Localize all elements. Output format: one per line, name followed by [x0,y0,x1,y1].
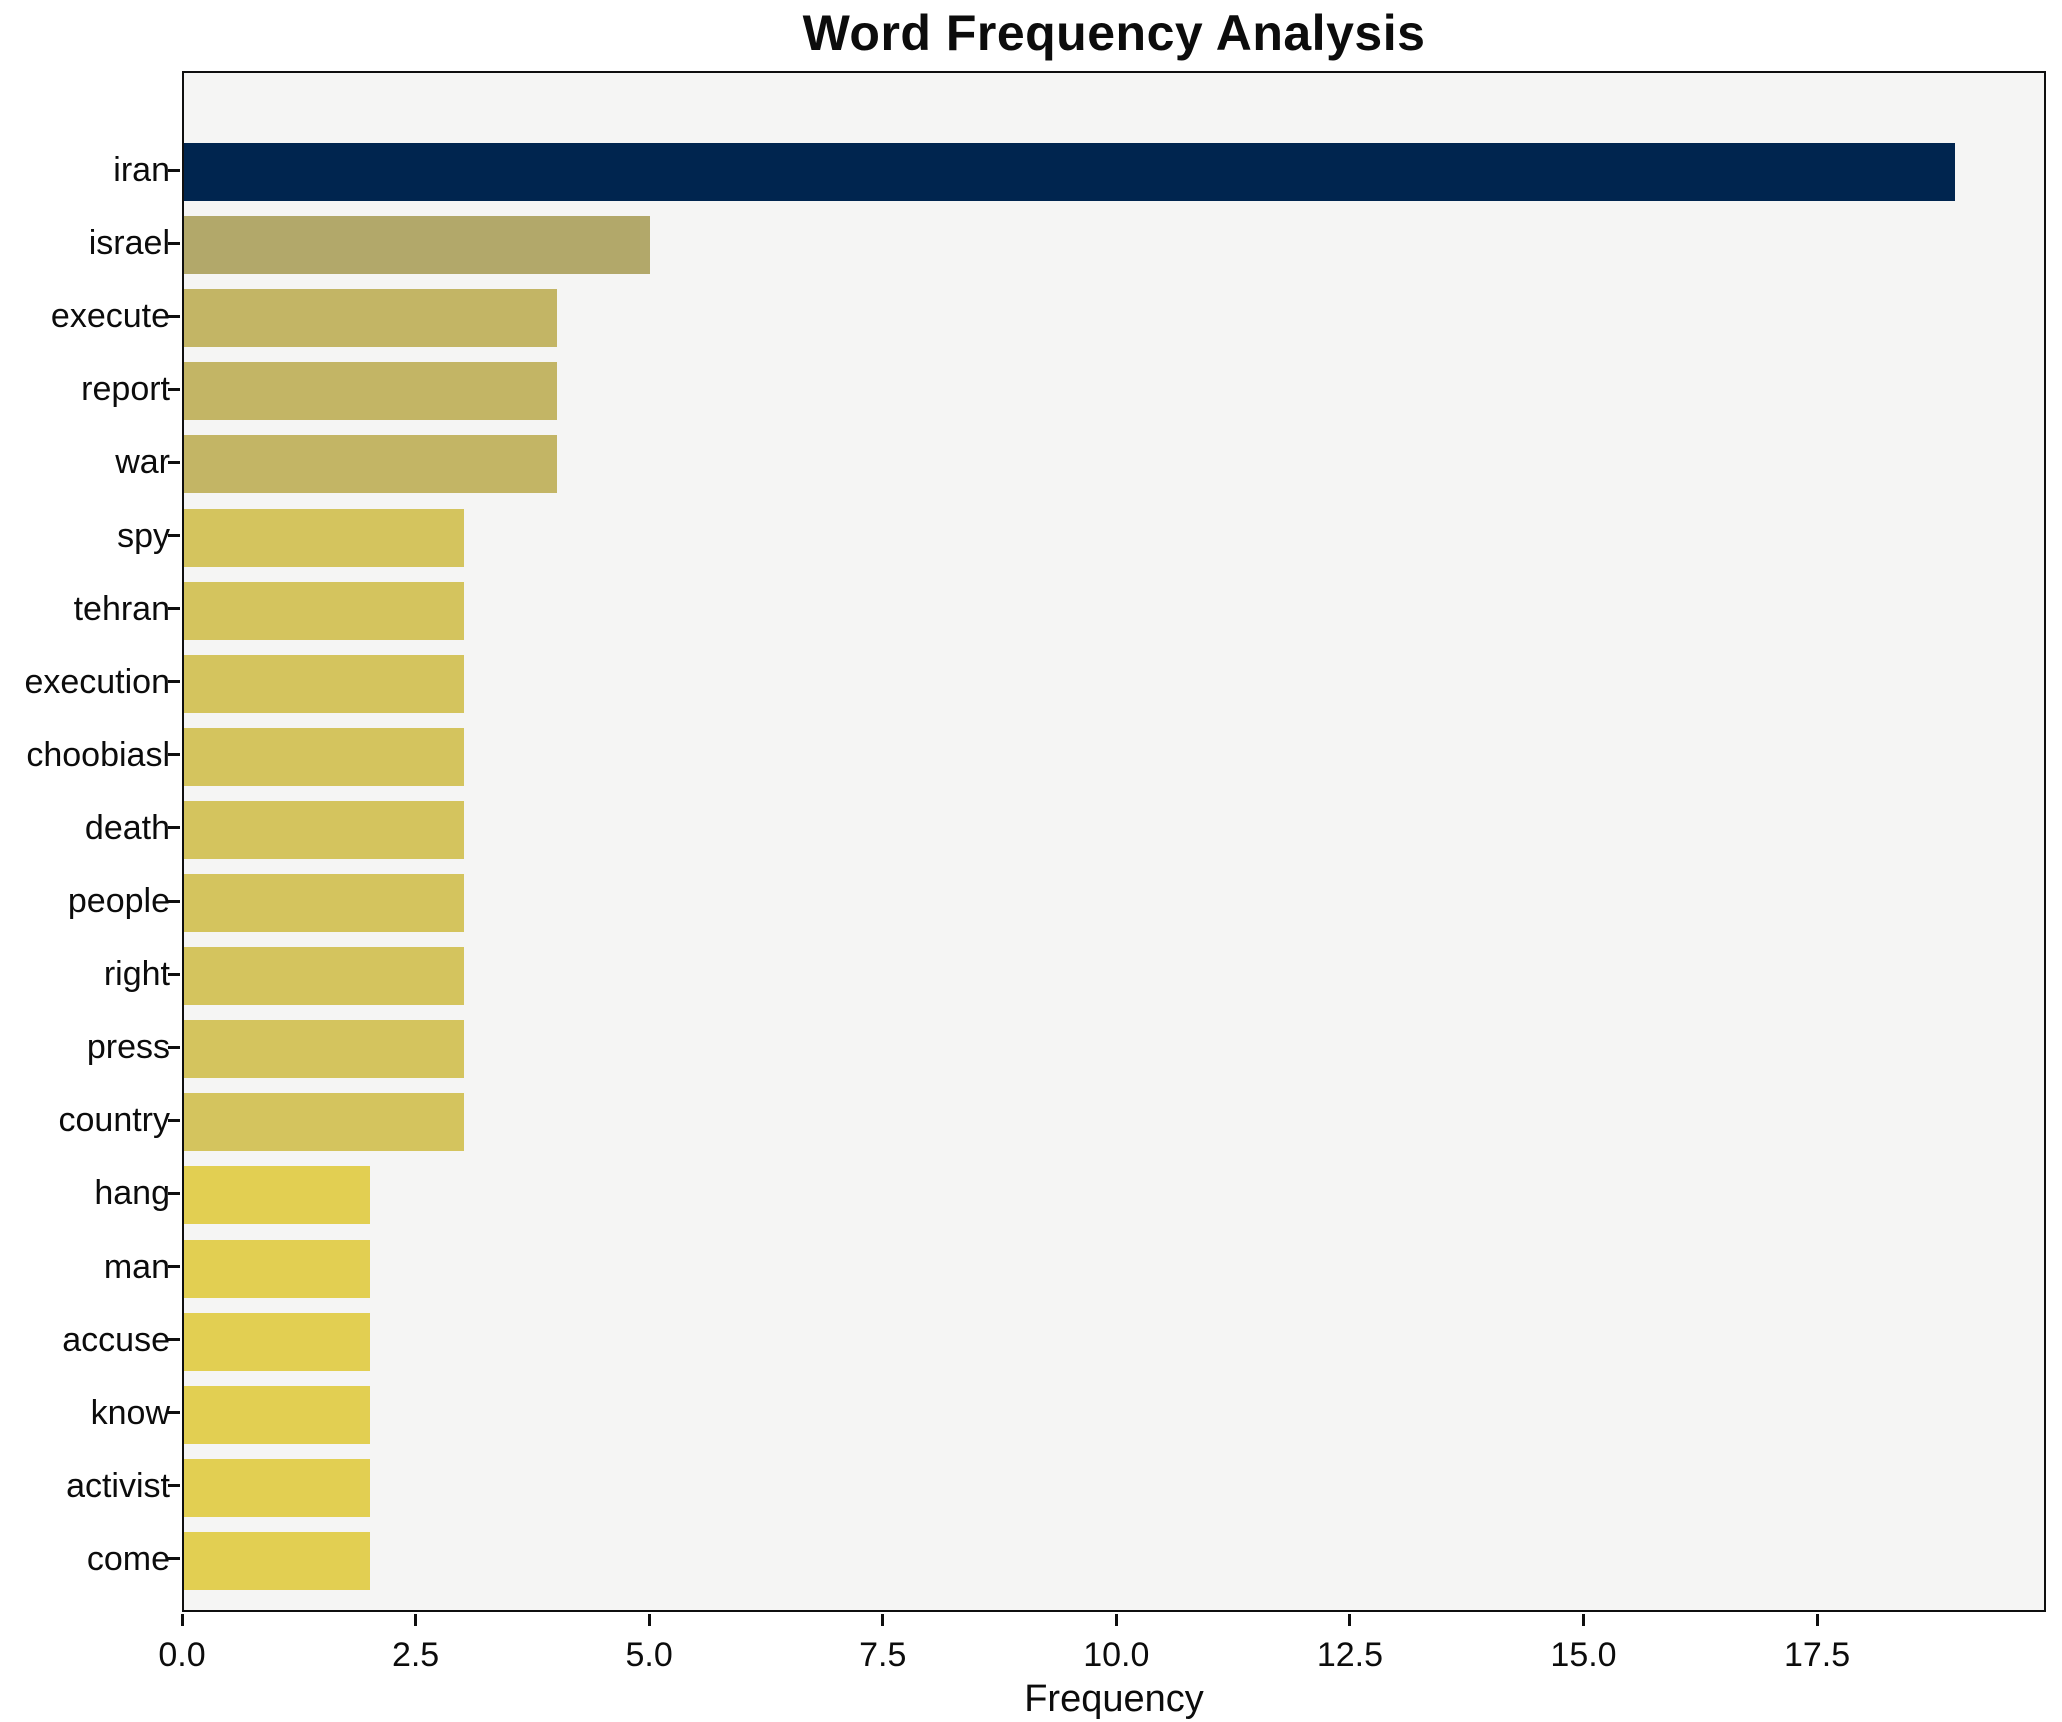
plot-area [182,71,2046,1612]
y-tick-label-choobiasl: choobiasl [26,735,170,774]
bar-execute [184,289,557,348]
x-tick-label-7.5: 7.5 [859,1636,907,1674]
x-tick-mark [881,1614,885,1626]
y-tick-label-death: death [84,808,170,847]
bar-right [184,947,464,1006]
x-tick-mark [414,1614,418,1626]
y-tick-label-report: report [81,370,170,409]
y-tick-label-man: man [103,1247,170,1286]
y-tick-mark [168,1411,180,1415]
y-tick-mark [168,241,180,245]
bar-press [184,1020,464,1079]
x-tick-label-2.5: 2.5 [391,1636,440,1674]
y-tick-mark [168,314,180,318]
bar-spy [184,508,464,567]
y-tick-mark [168,1045,180,1049]
y-tick-mark [168,899,180,903]
y-tick-label-iran: iran [113,151,170,189]
bar-iran [184,143,1956,201]
y-tick-mark [168,753,180,757]
y-tick-mark [168,460,180,464]
bar-choobiasl [184,727,464,786]
bar-activist [184,1458,371,1517]
x-tick-label-5.0: 5.0 [625,1636,673,1674]
bar-come [184,1531,371,1590]
x-tick-label-0.0: 0.0 [158,1636,206,1674]
bar-accuse [184,1312,371,1371]
bar-tehran [184,581,464,640]
x-tick-mark [1815,1614,1819,1626]
y-tick-mark [168,168,180,172]
y-tick-mark [168,1191,180,1195]
y-tick-label-war: war [115,443,170,482]
x-tick-mark [1348,1614,1352,1626]
y-tick-mark [168,1557,180,1561]
y-tick-mark [168,534,180,537]
bar-man [184,1239,371,1298]
x-tick-label-17.5: 17.5 [1783,1636,1851,1674]
y-tick-mark [168,607,180,611]
bar-war [184,435,557,494]
y-tick-label-press: press [86,1028,170,1067]
y-tick-label-know: know [90,1393,170,1432]
x-tick-mark [1582,1614,1585,1626]
bar-know [184,1385,371,1444]
y-tick-label-execution: execution [24,662,170,701]
y-tick-mark [168,1265,180,1268]
y-tick-label-activist: activist [66,1466,170,1505]
bar-people [184,874,464,932]
x-tick-label-10.0: 10.0 [1083,1636,1150,1674]
bar-hang [184,1166,371,1225]
y-tick-label-spy: spy [117,516,170,555]
y-tick-label-accuse: accuse [62,1320,170,1359]
x-tick-mark [1114,1614,1118,1626]
bar-report [184,362,557,421]
y-tick-label-execute: execute [50,297,170,336]
bar-israel [184,216,651,275]
y-tick-mark [168,1338,180,1342]
y-tick-mark [168,826,180,830]
y-tick-label-right: right [103,955,170,994]
y-tick-mark [168,387,180,391]
y-tick-label-people: people [67,882,170,920]
x-axis-label: Frequency [1024,1678,1204,1720]
y-tick-label-tehran: tehran [73,589,170,628]
y-tick-label-hang: hang [94,1174,170,1213]
x-tick-mark [647,1614,651,1626]
y-tick-mark [168,972,180,976]
y-tick-label-israel: israel [88,224,170,263]
bar-death [184,800,464,859]
x-tick-label-12.5: 12.5 [1316,1636,1383,1674]
x-tick-label-15.0: 15.0 [1550,1636,1617,1674]
bar-country [184,1093,464,1152]
y-tick-mark [168,1484,180,1488]
y-tick-mark [168,1118,180,1122]
y-tick-mark [168,680,180,684]
y-tick-label-country: country [58,1101,171,1140]
bar-execution [184,654,464,713]
chart-title: Word Frequency Analysis [802,5,1426,61]
x-tick-mark [180,1614,184,1626]
y-tick-label-come: come [86,1539,170,1578]
